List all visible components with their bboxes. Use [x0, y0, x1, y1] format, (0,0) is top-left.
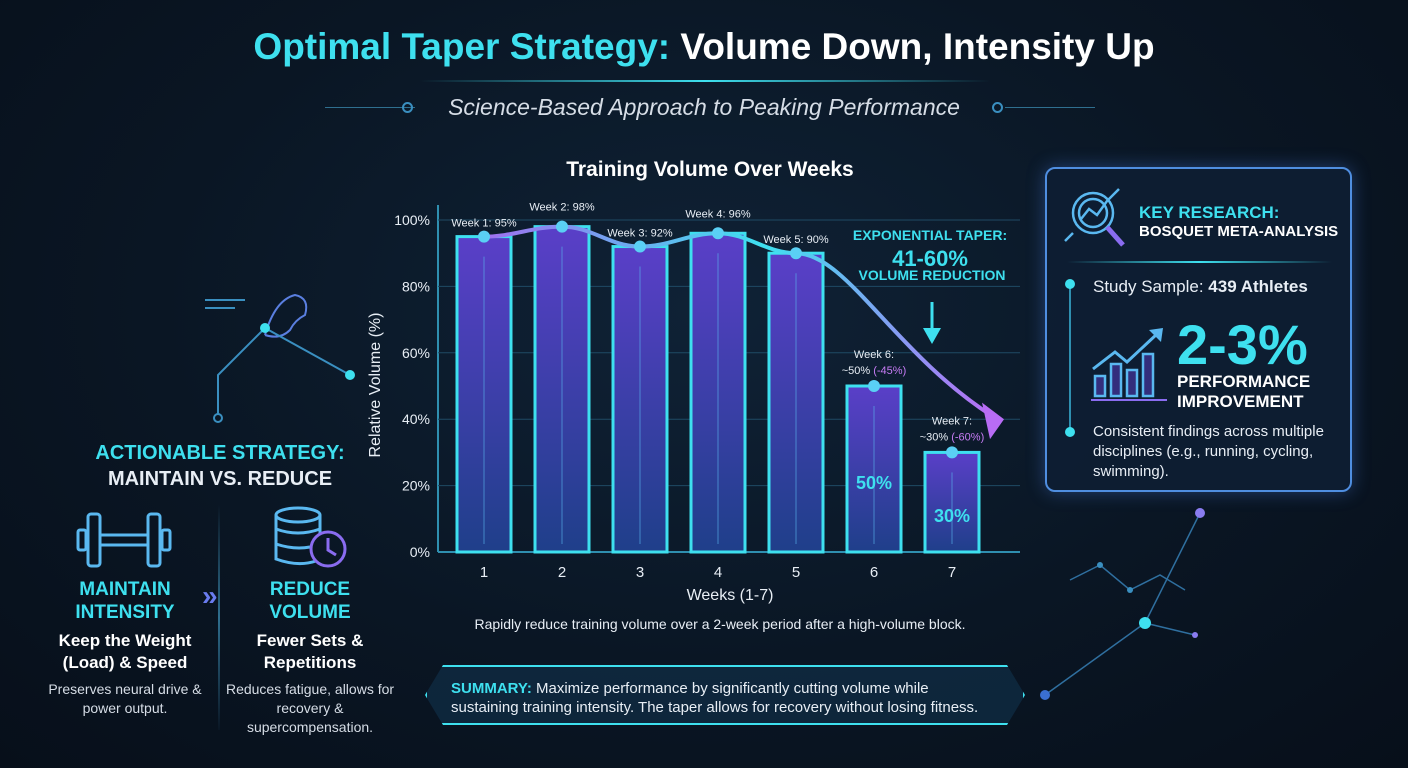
reduce-column: REDUCE VOLUME Fewer Sets & Repetitions Red… — [225, 578, 395, 737]
title-accent: Optimal Taper Strategy: — [253, 26, 671, 67]
x-axis-label: Weeks (1-7) — [687, 587, 774, 604]
page-title: Optimal Taper Strategy: Volume Down, Int… — [0, 26, 1408, 68]
y-tick-label: 0% — [410, 544, 430, 560]
maintain-subheading: Keep the Weight (Load) & Speed — [58, 631, 192, 672]
x-tick-label: 4 — [714, 564, 722, 581]
research-subtitle: BOSQUET META-ANALYSIS — [1139, 223, 1339, 240]
x-tick-label: 5 — [792, 564, 800, 581]
x-tick-label: 7 — [948, 564, 956, 581]
improvement-label-1: PERFORMANCE — [1177, 372, 1311, 391]
study-sample-label: Study Sample: — [1093, 277, 1209, 296]
bar-label: Week 5: 90% — [763, 234, 828, 246]
maintain-heading-2: INTENSITY — [75, 602, 175, 623]
subtitle-dot-right — [992, 102, 1003, 113]
strategy-divider — [218, 505, 220, 730]
y-tick-label: 80% — [402, 278, 430, 294]
bar-label-change: ~30% (-60%) — [920, 431, 985, 443]
study-sample-value: 439 Athletes — [1208, 277, 1308, 296]
bar-label: Week 4: 96% — [685, 208, 750, 220]
bar-label: Week 2: 98% — [529, 202, 594, 214]
maintain-column: MAINTAIN INTENSITY Keep the Weight (Load)… — [40, 578, 210, 718]
data-point — [946, 446, 958, 459]
chart-title: Training Volume Over Weeks — [566, 158, 854, 181]
y-tick-label: 100% — [394, 212, 430, 228]
bar-inner-value: 50% — [856, 473, 892, 493]
data-point — [790, 247, 802, 260]
bar-label: Week 6: — [854, 349, 894, 361]
bar-week-2 — [533, 225, 591, 554]
summary-text: Maximize performance by significantly cu… — [451, 680, 979, 716]
timeline-line — [1069, 286, 1071, 431]
x-tick-label: 2 — [558, 564, 566, 581]
annotation-line2: 41-60% — [892, 246, 968, 271]
improvement-label-2: IMPROVEMENT — [1177, 392, 1304, 411]
growth-chart-icon — [1091, 328, 1167, 401]
bar-inner-value: 30% — [934, 506, 970, 526]
flexed-arm-decoration — [205, 293, 355, 423]
timeline-dot — [1065, 279, 1075, 289]
bar-label-change: ~50% (-45%) — [842, 365, 907, 377]
data-point — [634, 240, 646, 253]
subtitle-line-left — [325, 107, 415, 108]
summary-banner: SUMMARY: Maximize performance by signifi… — [425, 665, 1025, 725]
improvement-value: 2-3% — [1177, 313, 1308, 376]
data-point — [478, 230, 490, 243]
chart-caption: Rapidly reduce training volume over a 2-… — [474, 616, 966, 632]
database-clock-icon — [274, 506, 347, 568]
data-point — [868, 380, 880, 392]
annotation-line1: EXPONENTIAL TAPER: — [853, 227, 1007, 243]
summary-label: SUMMARY: — [451, 680, 532, 697]
reduce-heading: REDUCE — [269, 579, 351, 600]
timeline-dot — [1065, 427, 1075, 437]
x-tick-label: 3 — [636, 564, 644, 581]
annotation-line3: VOLUME REDUCTION — [859, 267, 1006, 283]
bar-week-1 — [455, 235, 513, 554]
study-sample: Study Sample: 439 Athletes — [1093, 277, 1308, 297]
strategy-title-rest: MAINTAIN VS. REDUCE — [107, 468, 333, 490]
bar-chart: 0% 20% 40% 60% 80% 100% 1 Week 1: 95% 2 Week 2: 9… — [367, 202, 1020, 604]
page-subtitle: Science-Based Approach to Peaking Perfor… — [448, 94, 960, 120]
reduce-heading-2: VOLUME — [269, 602, 351, 623]
dumbbell-icon — [76, 512, 172, 568]
reduce-description: Reduces fatigue, allows for recovery & s… — [225, 681, 395, 735]
reduce-subheading: Fewer Sets & Repetitions — [256, 631, 364, 672]
data-point — [712, 227, 724, 240]
subtitle-dot-left — [402, 102, 413, 113]
y-axis-label: Relative Volume (%) — [367, 313, 384, 458]
y-tick-label: 20% — [402, 478, 430, 494]
research-divider — [1067, 261, 1332, 263]
title-divider — [420, 80, 990, 82]
maintain-heading: MAINTAIN — [79, 579, 171, 600]
down-arrow-icon — [923, 302, 941, 344]
bar-label: Week 3: 92% — [607, 228, 672, 240]
improvement-label: PERFORMANCE IMPROVEMENT — [1177, 372, 1310, 412]
magnifier-chart-icon — [1064, 188, 1125, 247]
title-rest: Volume Down, Intensity Up — [670, 26, 1155, 67]
research-findings: Consistent findings across multiple disc… — [1093, 423, 1324, 480]
x-tick-label: 6 — [870, 564, 878, 581]
bar-label: Week 1: 95% — [451, 218, 516, 230]
strategy-title-accent: ACTIONABLE STRATEGY: — [95, 442, 345, 464]
key-research-card: KEY RESEARCH: BOSQUET META-ANALYSIS Stud… — [1045, 167, 1352, 492]
maintain-description: Preserves neural drive & power output. — [48, 681, 202, 716]
strategy-title: ACTIONABLE STRATEGY: MAINTAIN VS. REDUCE — [60, 440, 380, 492]
y-tick-label: 40% — [402, 411, 430, 427]
chevron-right-icon: » — [202, 580, 218, 611]
trend-arrowhead — [982, 402, 1004, 440]
bar-week-7 — [923, 450, 981, 554]
x-tick-label: 1 — [480, 564, 488, 581]
subtitle-line-right — [1005, 107, 1095, 108]
network-decoration — [1040, 508, 1205, 700]
bar-week-5 — [767, 251, 825, 554]
y-tick-label: 60% — [402, 345, 430, 361]
bar-label: Week 7: — [932, 415, 972, 427]
research-title: KEY RESEARCH: — [1139, 203, 1280, 222]
data-point — [556, 220, 568, 233]
